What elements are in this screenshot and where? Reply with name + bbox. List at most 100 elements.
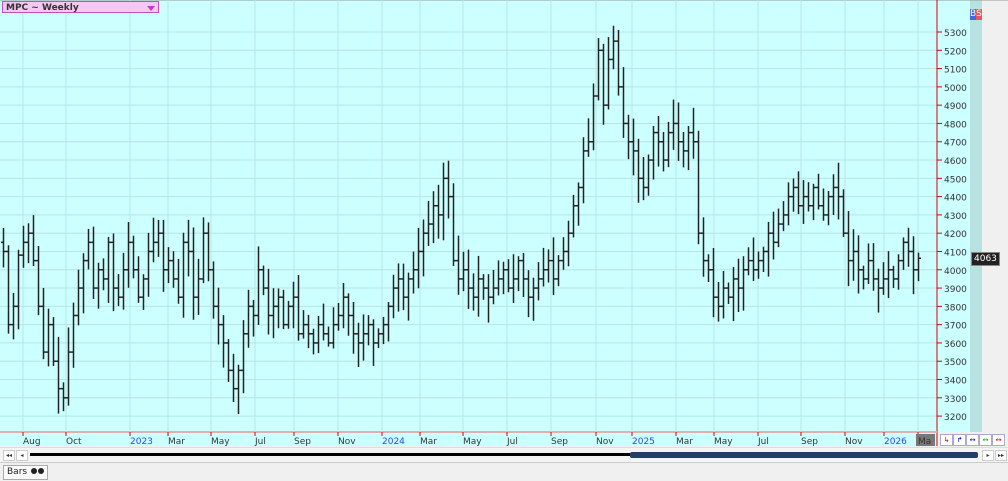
ohlc-bar <box>601 43 606 125</box>
buy-badge[interactable]: B <box>970 9 977 20</box>
nav-icon-4[interactable]: ↔ <box>979 434 992 446</box>
ohlc-bar <box>861 265 866 290</box>
ohlc-bar <box>531 277 536 321</box>
ohlc-bar <box>741 256 746 311</box>
y-tick-label: 4000 <box>944 267 967 277</box>
x-tick-label: Sep <box>801 437 818 446</box>
nav-icon-5[interactable]: ↔ <box>992 434 1005 446</box>
scroll-right-icon[interactable]: ▸ <box>982 450 994 461</box>
ohlc-bar <box>156 219 161 257</box>
y-tick-label: 4100 <box>944 248 967 258</box>
y-tick-label: 3600 <box>944 340 967 350</box>
ohlc-bar <box>571 194 576 238</box>
ohlc-bar <box>66 327 71 406</box>
ohlc-bar <box>546 249 551 283</box>
scroll-left-icon[interactable]: ◂ <box>16 450 28 461</box>
circle-icon <box>30 468 37 474</box>
nav-icon-2[interactable]: ↱ <box>953 434 966 446</box>
y-tick-label: 3500 <box>944 358 967 368</box>
ohlc-bar <box>406 272 411 321</box>
ohlc-bar <box>706 254 711 282</box>
ohlc-bar <box>581 137 586 204</box>
ohlc-bar <box>96 262 101 309</box>
x-tick-label: May <box>463 437 482 446</box>
scroll-track[interactable] <box>30 453 630 456</box>
ohlc-bar <box>206 222 211 282</box>
ohlc-bar <box>416 227 421 289</box>
ohlc-bar <box>816 173 821 210</box>
nav-icon-1[interactable]: ↳ <box>940 434 953 446</box>
ohlc-bar <box>756 251 761 279</box>
ohlc-bar <box>656 116 661 167</box>
ohlc-bar <box>511 254 516 304</box>
ohlc-bar <box>681 132 686 168</box>
x-tick-label: Jul <box>757 437 769 446</box>
ohlc-bar <box>386 302 391 342</box>
ohlc-bar <box>196 258 201 315</box>
ohlc-bar <box>41 287 46 360</box>
ohlc-bar <box>411 251 416 294</box>
ohlc-bar <box>171 251 176 288</box>
ohlc-bars <box>1 25 921 415</box>
ohlc-bar <box>461 251 466 292</box>
x-tick-label: Mar <box>676 437 693 446</box>
x-tick-label: Nov <box>338 437 356 446</box>
ohlc-bar <box>366 315 371 346</box>
x-tick-label: Sep <box>551 437 568 446</box>
ohlc-bar <box>811 183 816 221</box>
ohlc-bar <box>506 259 511 293</box>
y-tick-label: 3800 <box>944 303 967 313</box>
sell-badge[interactable]: S <box>976 9 982 20</box>
ohlc-bar <box>611 25 616 70</box>
price-chart[interactable]: 3200 3300 3400 3500 3600 3700 3800 3900 4000 4100… <box>0 0 1008 446</box>
ohlc-bar <box>6 245 11 334</box>
ohlc-bar <box>21 225 26 268</box>
ohlc-bar <box>296 275 301 341</box>
ohlc-bar <box>221 315 226 368</box>
ohlc-bar <box>396 263 401 312</box>
axis-strip <box>970 0 982 432</box>
ohlc-bar <box>746 247 751 276</box>
ohlc-bar <box>356 322 361 368</box>
scroll-last-icon[interactable]: ▸▸ <box>995 450 1007 461</box>
scroll-first-icon[interactable]: ◂◂ <box>3 450 15 461</box>
ohlc-bar <box>876 268 881 313</box>
ohlc-bar <box>791 178 796 212</box>
ohlc-bar <box>56 336 61 414</box>
ohlc-bar <box>866 243 871 284</box>
ohlc-bar <box>431 191 436 244</box>
ohlc-bar <box>351 301 356 354</box>
bars-tab[interactable]: Bars <box>3 465 48 480</box>
ohlc-bar <box>481 274 486 300</box>
x-tick-label: 2026 <box>884 437 907 446</box>
ohlc-bar <box>241 320 246 394</box>
ohlc-bar <box>346 293 351 336</box>
ohlc-bar <box>896 254 901 290</box>
ohlc-bar <box>201 217 206 284</box>
ohlc-bar <box>146 232 151 297</box>
ohlc-bar <box>501 261 506 295</box>
ohlc-bar <box>906 227 911 267</box>
ohlc-bar <box>61 382 66 412</box>
ohlc-bar <box>216 287 221 345</box>
ohlc-bar <box>311 328 316 355</box>
ohlc-bar <box>291 281 296 329</box>
x-tick-label: Mar <box>420 437 437 446</box>
ohlc-bar <box>26 223 31 264</box>
ohlc-bar <box>336 302 341 331</box>
scroll-thumb[interactable] <box>630 452 978 458</box>
y-tick-label: 4900 <box>944 102 967 112</box>
ohlc-bar <box>536 262 541 301</box>
ohlc-bar <box>626 114 631 160</box>
symbol-selector[interactable]: MPC ~ Weekly <box>2 1 159 13</box>
dropdown-arrow-icon[interactable] <box>147 6 155 11</box>
ohlc-bar <box>331 307 336 349</box>
nav-icon-3[interactable]: ↔ <box>966 434 979 446</box>
ohlc-bar <box>836 162 841 220</box>
scrollbar[interactable]: ◂◂ ◂ ▸ ▸▸ <box>0 447 1008 462</box>
ohlc-bar <box>326 326 331 347</box>
ohlc-bar <box>736 258 741 313</box>
ohlc-bar <box>786 182 791 226</box>
ohlc-bar <box>381 316 386 345</box>
